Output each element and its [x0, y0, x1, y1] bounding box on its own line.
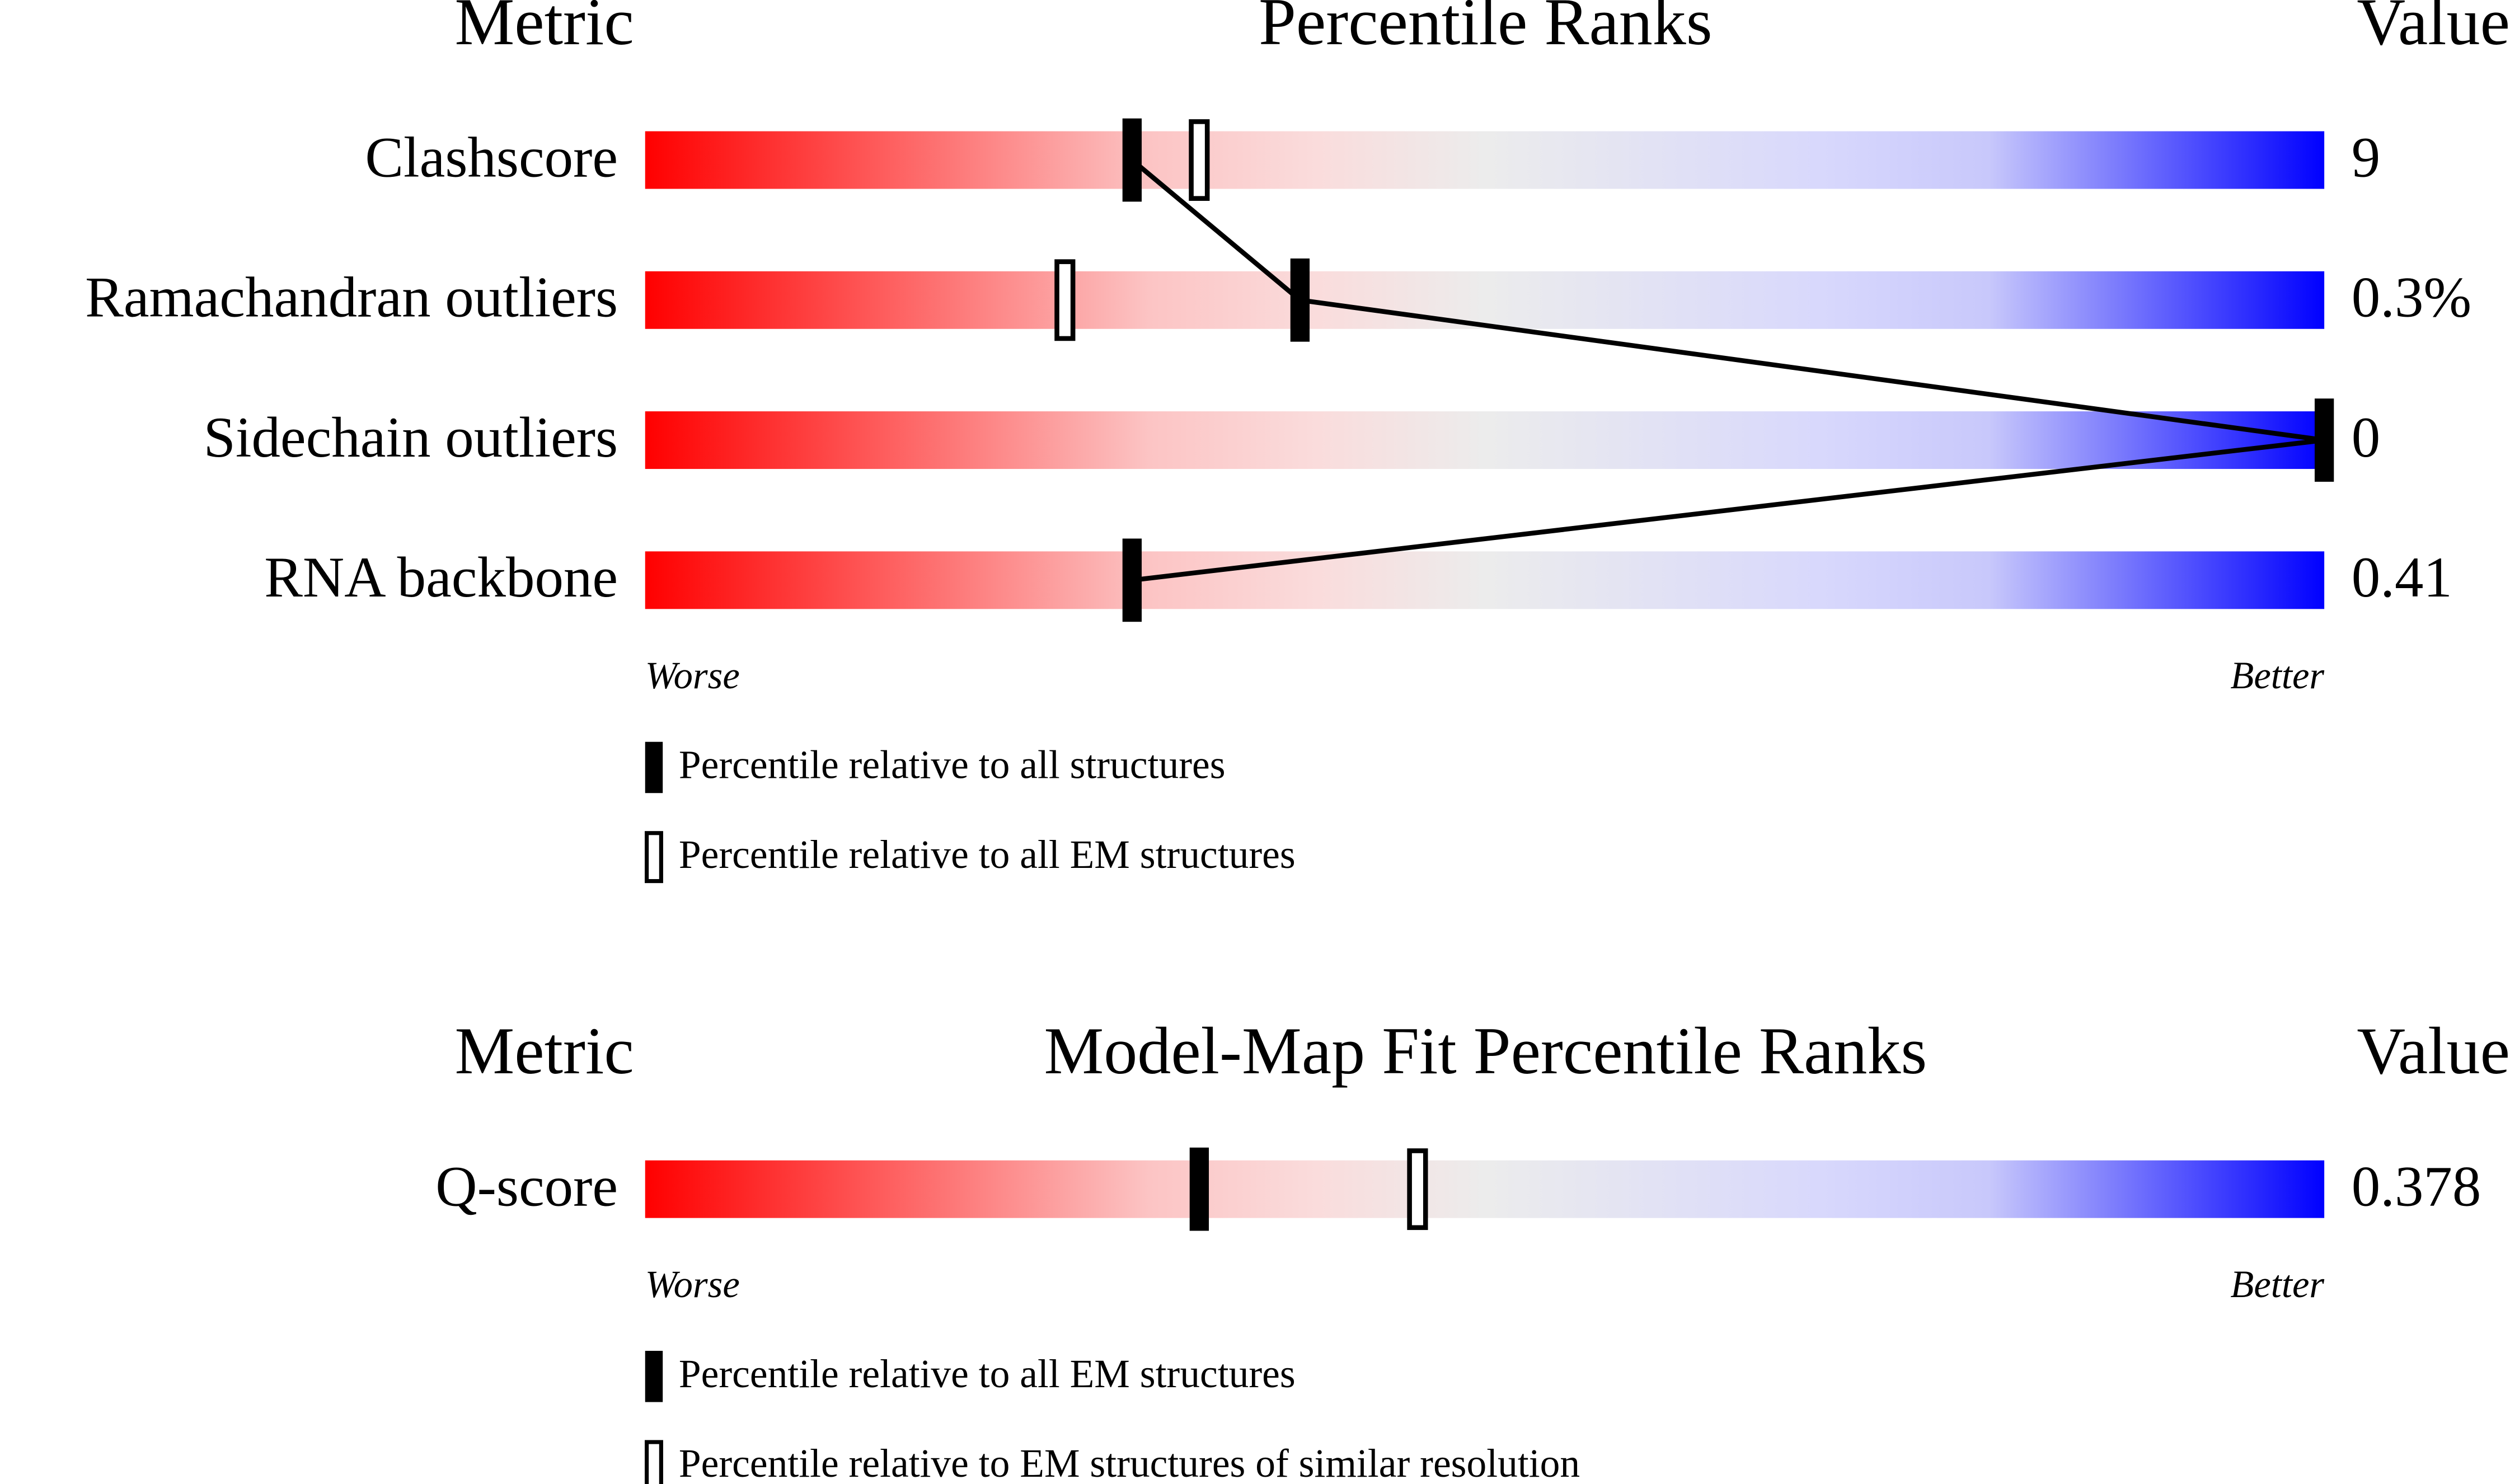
legend-label: Percentile relative to EM structures of … — [679, 1441, 1580, 1484]
percentile-marker-hollow — [1407, 1148, 1428, 1231]
metric-value: 9 — [2352, 125, 2380, 189]
better-label: Better — [2230, 654, 2324, 697]
slider-track — [645, 271, 2325, 329]
value-header: Value — [2357, 0, 2509, 59]
metric-label: Q-score — [435, 1154, 618, 1218]
metric-header: Metric — [454, 1013, 634, 1088]
percentile-marker-hollow — [1189, 119, 1210, 201]
slider-track — [645, 411, 2325, 469]
metric-value: 0 — [2352, 406, 2380, 469]
metric-label: RNA backbone — [264, 546, 618, 609]
legend-label: Percentile relative to all EM structures — [679, 1352, 1296, 1396]
legend-swatch — [645, 1351, 663, 1402]
percentile-marker — [1122, 538, 1142, 622]
connector-line — [1130, 158, 2325, 583]
chart-title: Model-Map Fit Percentile Ranks — [1044, 1013, 1927, 1088]
metric-value: 0.3% — [2352, 266, 2471, 330]
chart-title: Percentile Ranks — [1259, 0, 1713, 59]
percentile-marker — [2314, 398, 2334, 482]
value-header: Value — [2357, 1013, 2509, 1088]
percentile-marker — [1189, 1147, 1209, 1231]
slider-track — [645, 1160, 2325, 1218]
metric-label: Ramachandran outliers — [85, 266, 618, 330]
legend-label: Percentile relative to all EM structures — [679, 833, 1296, 877]
percentile-marker — [1122, 118, 1142, 202]
worse-label: Worse — [645, 654, 740, 697]
better-label: Better — [2230, 1263, 2324, 1305]
percentile-marker-hollow — [1054, 259, 1076, 341]
legend-swatch-hollow — [645, 1440, 663, 1484]
legend-swatch — [645, 741, 663, 793]
metric-header: Metric — [454, 0, 634, 59]
worse-label: Worse — [645, 1263, 740, 1305]
metric-label: Clashscore — [365, 125, 618, 189]
slider-track — [645, 551, 2325, 609]
metric-value: 0.41 — [2352, 546, 2452, 609]
legend-swatch-hollow — [645, 831, 663, 884]
metric-label: Sidechain outliers — [204, 406, 618, 469]
metric-value: 0.378 — [2352, 1154, 2481, 1218]
slider-track — [645, 131, 2325, 189]
legend-label: Percentile relative to all structures — [679, 743, 1226, 787]
percentile-marker — [1290, 258, 1310, 342]
